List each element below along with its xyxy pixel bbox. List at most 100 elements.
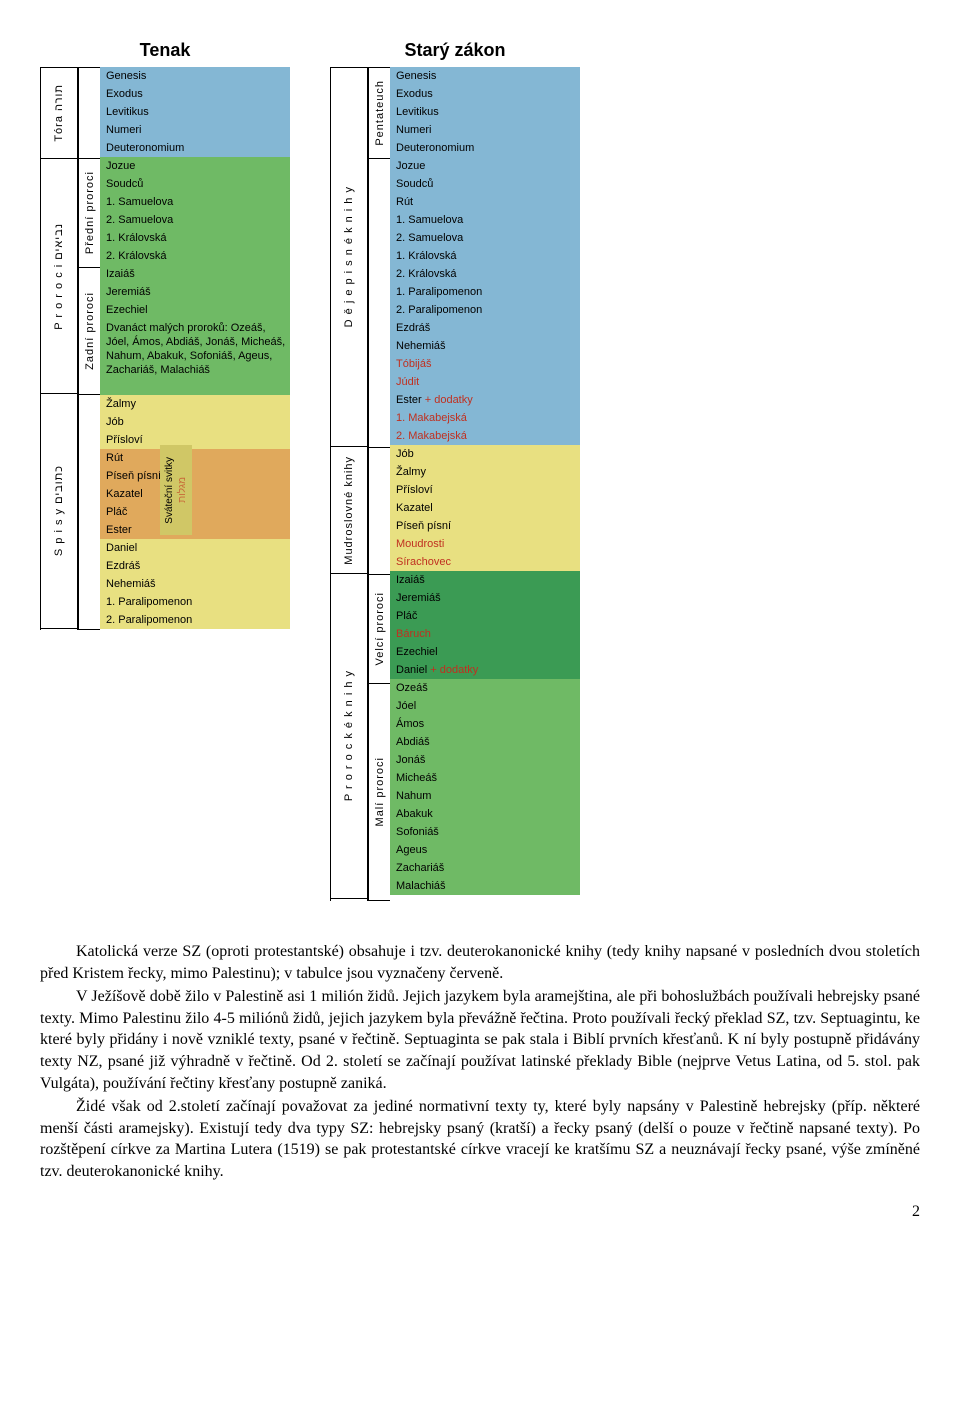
book-row: Kazatel: [390, 499, 580, 517]
book-row: Nahum: [390, 787, 580, 805]
book-row: Tóbijáš: [390, 355, 580, 373]
paragraph-3: Židé však od 2.století začínají považova…: [40, 1096, 920, 1182]
book-row: Zachariáš: [390, 859, 580, 877]
book-row: 2. Makabejská: [390, 427, 580, 445]
book-row: Deuteronomium: [390, 139, 580, 157]
book-row: Žalmy: [390, 463, 580, 481]
tenak-column: Tenak Tóra תורהP r o r o c i נביאיםS p i…: [40, 40, 290, 901]
book-row: Exodus: [100, 85, 290, 103]
book-row: 1. Samuelova: [390, 211, 580, 229]
sz-outer-labels: D ě j e p i s n é k n i h yMudroslovné k…: [330, 67, 367, 901]
book-row: Nehemiáš: [100, 575, 290, 593]
book-row: Jóel: [390, 697, 580, 715]
tenak-books: GenesisExodusLevitikusNumeriDeuteronomiu…: [100, 67, 290, 630]
book-row: 2. Paralipomenon: [390, 301, 580, 319]
section-label: Malí proroci: [368, 684, 390, 901]
book-row: Izaiáš: [100, 265, 290, 283]
book-row: Přísloví: [100, 431, 290, 449]
section-label: [368, 448, 390, 575]
section-label: [368, 159, 390, 448]
section-label: Přední proroci: [78, 159, 100, 268]
paragraph-2: V Ježíšově době žilo v Palestině asi 1 m…: [40, 986, 920, 1094]
book-row: Jonáš: [390, 751, 580, 769]
book-row: Píseň písní: [100, 467, 290, 485]
book-row: Žalmy: [100, 395, 290, 413]
sz-header: Starý zákon: [330, 40, 580, 61]
book-row: Numeri: [100, 121, 290, 139]
book-row: Kazatel: [100, 485, 290, 503]
page-number: 2: [40, 1203, 920, 1221]
book-row: Sofoniáš: [390, 823, 580, 841]
book-row: Ester + dodatky: [390, 391, 580, 409]
book-row: Abdiáš: [390, 733, 580, 751]
sz-inner-labels: Pentateuch Velcí prorociMalí proroci: [367, 67, 390, 901]
book-row: Báruch: [390, 625, 580, 643]
book-row: Levitikus: [390, 103, 580, 121]
book-row: 2. Královská: [390, 265, 580, 283]
tenak-outer-labels: Tóra תורהP r o r o c i נביאיםS p i s y כ…: [40, 67, 77, 630]
book-row: Micheáš: [390, 769, 580, 787]
book-row: 2. Samuelova: [390, 229, 580, 247]
book-row: Numeri: [390, 121, 580, 139]
sz-column: Starý zákon D ě j e p i s n é k n i h yM…: [330, 40, 580, 901]
section-label: [78, 68, 100, 159]
book-row: Jozue: [390, 157, 580, 175]
book-row: Jób: [100, 413, 290, 431]
book-row: 2. Samuelova: [100, 211, 290, 229]
book-row: Izaiáš: [390, 571, 580, 589]
book-row: Júdit: [390, 373, 580, 391]
book-row: 2. Paralipomenon: [100, 611, 290, 629]
book-row: 1. Paralipomenon: [390, 283, 580, 301]
section-label: S p i s y כתובים: [41, 394, 77, 629]
book-row: Moudrosti: [390, 535, 580, 553]
book-row: Jeremiáš: [100, 283, 290, 301]
book-row: Rút: [100, 449, 290, 467]
book-row: Ezdráš: [100, 557, 290, 575]
book-row: Dvanáct malých proroků: Ozeáš, Jóel, Ámo…: [100, 319, 290, 395]
book-row: Ezechiel: [100, 301, 290, 319]
book-row: Jób: [390, 445, 580, 463]
section-label: P r o r o c k é k n i h y: [331, 574, 367, 899]
section-label: Tóra תורה: [41, 68, 77, 159]
paragraph-1: Katolická verze SZ (oproti protestantské…: [40, 941, 920, 984]
book-row: Exodus: [390, 85, 580, 103]
book-row: Daniel + dodatky: [390, 661, 580, 679]
book-row: Pláč: [390, 607, 580, 625]
tables-region: Tenak Tóra תורהP r o r o c i נביאיםS p i…: [40, 40, 920, 901]
section-label: Velcí proroci: [368, 575, 390, 684]
book-row: Daniel: [100, 539, 290, 557]
festival-scrolls-tag: Sváteční svitkyמגלות: [160, 445, 192, 535]
book-row: 1. Královská: [390, 247, 580, 265]
book-row: Rút: [390, 193, 580, 211]
section-label: Zadní proroci: [78, 268, 100, 395]
book-row: 1. Paralipomenon: [100, 593, 290, 611]
book-row: 1. Samuelova: [100, 193, 290, 211]
book-row: Soudců: [100, 175, 290, 193]
book-row: 1. Královská: [100, 229, 290, 247]
book-row: Ezdráš: [390, 319, 580, 337]
tenak-inner-labels: Přední prorociZadní proroci: [77, 67, 100, 630]
book-row: Ámos: [390, 715, 580, 733]
book-row: Abakuk: [390, 805, 580, 823]
book-row: Malachiáš: [390, 877, 580, 895]
book-row: Ozeáš: [390, 679, 580, 697]
book-row: Ester: [100, 521, 290, 539]
book-row: Genesis: [390, 67, 580, 85]
book-row: Deuteronomium: [100, 139, 290, 157]
tenak-header: Tenak: [40, 40, 290, 61]
book-row: Pláč: [100, 503, 290, 521]
book-row: Ezechiel: [390, 643, 580, 661]
book-row: Ageus: [390, 841, 580, 859]
section-label: D ě j e p i s n é k n i h y: [331, 68, 367, 447]
book-row: Genesis: [100, 67, 290, 85]
book-row: Píseň písní: [390, 517, 580, 535]
sz-books: GenesisExodusLevitikusNumeriDeuteronomiu…: [390, 67, 580, 901]
section-label: Pentateuch: [368, 68, 390, 159]
book-row: 1. Makabejská: [390, 409, 580, 427]
tenak-body: Tóra תורהP r o r o c i נביאיםS p i s y כ…: [40, 67, 290, 630]
book-row: 2. Královská: [100, 247, 290, 265]
book-row: Soudců: [390, 175, 580, 193]
book-row: Sírachovec: [390, 553, 580, 571]
section-label: P r o r o c i נביאים: [41, 159, 77, 394]
book-row: Levitikus: [100, 103, 290, 121]
